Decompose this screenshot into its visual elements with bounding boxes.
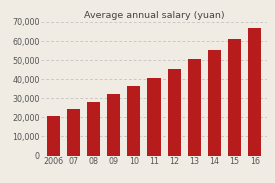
- Bar: [208, 50, 221, 156]
- Bar: [167, 69, 181, 156]
- Title: Average annual salary (yuan): Average annual salary (yuan): [84, 11, 224, 20]
- Bar: [87, 102, 100, 156]
- Bar: [228, 39, 241, 156]
- Bar: [127, 86, 141, 156]
- Bar: [47, 116, 60, 156]
- Bar: [67, 109, 80, 156]
- Bar: [248, 28, 261, 156]
- Bar: [188, 59, 201, 156]
- Bar: [107, 94, 120, 156]
- Bar: [147, 78, 161, 156]
